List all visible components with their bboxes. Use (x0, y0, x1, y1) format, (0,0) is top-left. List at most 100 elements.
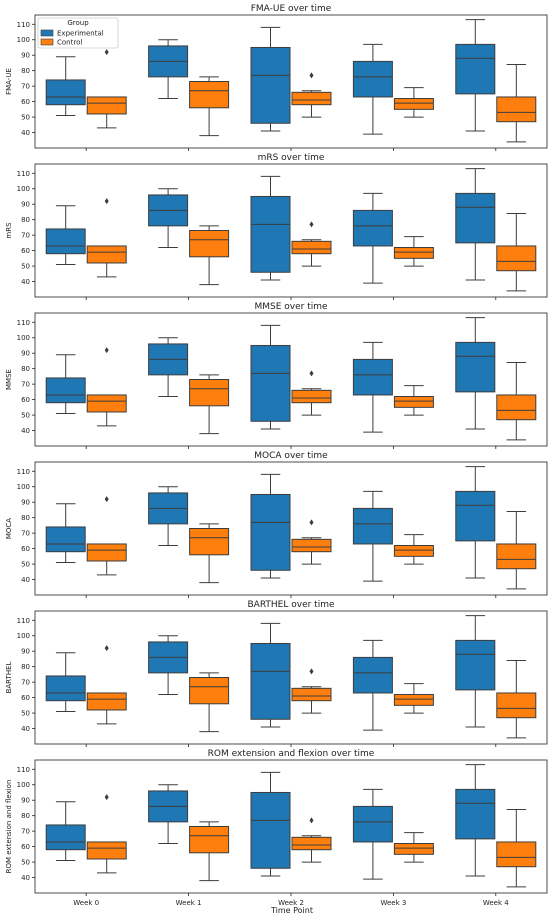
iqr-box (352, 60, 393, 98)
y-tick-label: 80 (21, 216, 30, 224)
box-experimental-week-4 (455, 317, 496, 430)
box-control-week-0 (86, 496, 127, 576)
iqr-box (496, 841, 537, 868)
box-control-week-4 (496, 212, 537, 292)
chart-panel: MOCA over time 40 50 60 70 80 90 100 110 MOCA (5, 451, 548, 598)
y-tick-label: 80 (21, 514, 30, 522)
iqr-box (45, 526, 86, 553)
box-control-week-2 (291, 668, 332, 714)
outlier-marker (309, 668, 314, 675)
chart-title: MMSE over time (254, 302, 328, 312)
box-control-week-1 (189, 225, 230, 286)
box-experimental-week-1 (148, 784, 189, 845)
y-tick-label: 70 (21, 530, 30, 538)
box-experimental-week-2 (250, 175, 291, 281)
chart-panel: BARTHEL over time 40 50 60 70 80 90 100 110 BARTH… (5, 600, 548, 747)
y-tick-label: 40 (21, 725, 30, 733)
y-tick-label: 70 (21, 232, 30, 240)
box-control-week-0 (86, 645, 127, 725)
y-tick-label: 70 (21, 828, 30, 836)
outlier-marker (104, 794, 109, 801)
outlier-marker (104, 496, 109, 503)
y-axis-label: FMA-UE (5, 68, 13, 95)
iqr-box (45, 228, 86, 255)
iqr-box (455, 43, 496, 95)
y-tick-label: 110 (17, 468, 30, 476)
x-tick-label: Week 2 (278, 899, 304, 907)
box-experimental-week-0 (45, 652, 86, 713)
box-control-week-3 (393, 534, 434, 565)
y-tick-label: 80 (21, 812, 30, 820)
y-tick-label: 60 (21, 694, 30, 702)
chart-panel: FMA-UE over time 40 50 60 70 80 90 100 110 FMA-UE… (5, 4, 548, 151)
iqr-box (291, 538, 332, 553)
box-control-week-4 (496, 659, 537, 739)
iqr-box (291, 389, 332, 404)
iqr-box (393, 694, 434, 706)
box-experimental-week-2 (250, 473, 291, 579)
box-control-week-3 (393, 385, 434, 416)
y-axis-label: mRS (5, 222, 13, 239)
iqr-box (393, 396, 434, 408)
legend-title: Group (67, 19, 89, 27)
iqr-box (45, 377, 86, 404)
x-tick-label: Week 4 (483, 899, 509, 907)
iqr-box (455, 490, 496, 542)
outlier-marker (309, 817, 314, 824)
y-tick-label: 60 (21, 843, 30, 851)
iqr-box (352, 358, 393, 396)
iqr-box (352, 209, 393, 247)
y-tick-label: 110 (17, 617, 30, 625)
box-control-week-1 (189, 523, 230, 584)
box-experimental-week-0 (45, 354, 86, 415)
box-experimental-week-4 (455, 615, 496, 728)
iqr-box (189, 230, 230, 258)
y-tick-label: 50 (21, 859, 30, 867)
iqr-box (86, 245, 127, 264)
y-tick-label: 100 (17, 185, 30, 193)
iqr-box (86, 841, 127, 860)
box-control-week-4 (496, 361, 537, 441)
iqr-box (291, 836, 332, 851)
y-tick-label: 100 (17, 632, 30, 640)
box-control-week-3 (393, 683, 434, 714)
y-tick-label: 50 (21, 114, 30, 122)
iqr-box (250, 493, 291, 571)
box-control-week-0 (86, 347, 127, 427)
outlier-marker (309, 370, 314, 377)
y-tick-label: 40 (21, 576, 30, 584)
iqr-box (250, 344, 291, 422)
y-tick-label: 50 (21, 710, 30, 718)
iqr-box (393, 545, 434, 557)
iqr-box (86, 692, 127, 711)
box-control-week-0 (86, 198, 127, 278)
y-tick-label: 90 (21, 52, 30, 60)
box-control-week-1 (189, 374, 230, 435)
outlier-marker (309, 72, 314, 79)
chart-title: MOCA over time (254, 451, 328, 461)
box-experimental-week-2 (250, 26, 291, 132)
y-tick-label: 100 (17, 483, 30, 491)
iqr-box (250, 46, 291, 124)
y-tick-label: 90 (21, 350, 30, 358)
box-experimental-week-0 (45, 56, 86, 117)
box-experimental-week-1 (148, 188, 189, 249)
iqr-box (455, 341, 496, 393)
iqr-box (189, 379, 230, 407)
iqr-box (455, 788, 496, 840)
y-tick-label: 50 (21, 263, 30, 271)
y-tick-label: 60 (21, 396, 30, 404)
box-experimental-week-0 (45, 503, 86, 564)
y-axis-label: ROM extension and flexion (5, 780, 13, 874)
iqr-box (250, 195, 291, 273)
box-control-week-3 (393, 236, 434, 267)
x-axis-label: Time Point (270, 906, 313, 915)
iqr-box (496, 543, 537, 570)
box-control-week-0 (86, 49, 127, 129)
box-control-week-3 (393, 87, 434, 118)
box-control-week-3 (393, 832, 434, 863)
box-control-week-1 (189, 76, 230, 137)
iqr-box (189, 528, 230, 556)
iqr-box (189, 81, 230, 109)
